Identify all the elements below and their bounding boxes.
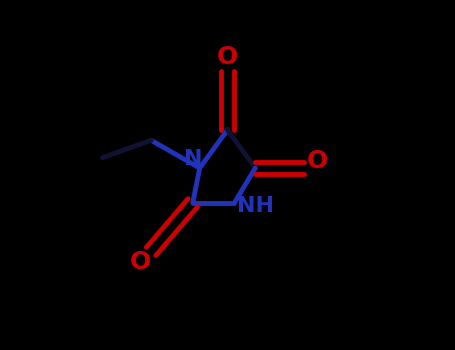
Text: O: O: [307, 149, 329, 173]
Text: N: N: [183, 149, 202, 169]
Text: NH: NH: [237, 196, 274, 216]
Text: O: O: [130, 250, 152, 274]
Text: O: O: [217, 45, 238, 69]
